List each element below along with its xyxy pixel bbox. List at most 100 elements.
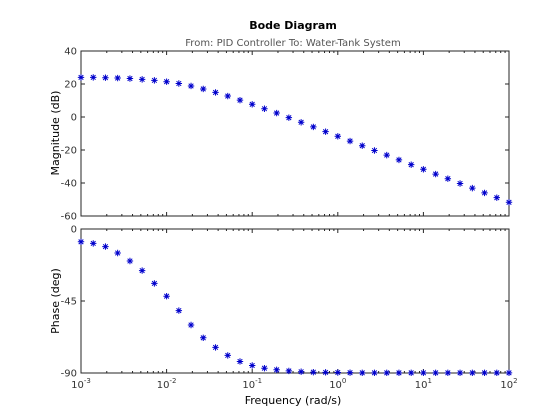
magnitude-data-point (505, 199, 513, 206)
phase-axes-box (80, 228, 510, 374)
phase-data-point (481, 369, 488, 377)
phase-data-point (285, 367, 293, 375)
phase-data-point (200, 334, 207, 341)
phase-data-point (297, 368, 305, 375)
magnitude-data-point (371, 147, 378, 154)
x-tick-label: 10-1 (242, 377, 262, 391)
magnitude-data-point (383, 151, 390, 159)
phase-data-point (334, 369, 341, 376)
magnitude-ytick-label: -60 (61, 212, 77, 223)
phase-data-point (310, 369, 317, 376)
phase-data-point (420, 369, 427, 377)
magnitude-data-point (285, 114, 293, 121)
magnitude-ytick-label: 40 (64, 47, 77, 58)
phase-data-point (102, 243, 109, 250)
magnitude-points (77, 74, 513, 206)
magnitude-data-point (407, 161, 415, 168)
magnitude-data-point (395, 156, 403, 164)
magnitude-ytick-label: -40 (61, 179, 77, 190)
chart-title: Bode Diagram (249, 19, 337, 32)
phase-data-point (163, 293, 170, 300)
x-axis-label: Frequency (rad/s) (245, 394, 342, 407)
magnitude-data-point (200, 85, 207, 93)
phase-data-point (469, 369, 476, 377)
magnitude-data-point (77, 74, 85, 81)
magnitude-data-point (334, 133, 341, 140)
phase-data-point (359, 369, 366, 377)
phase-data-point (224, 352, 231, 359)
magnitude-data-point (151, 77, 158, 84)
phase-data-point (236, 358, 244, 365)
magnitude-data-point (273, 109, 280, 117)
magnitude-data-point (114, 74, 121, 82)
magnitude-ticks: 40 20 0 -20 -40 -60 (61, 47, 510, 223)
magnitude-data-point (456, 180, 464, 187)
magnitude-data-point (297, 119, 305, 126)
x-tick-label: 10-3 (71, 377, 91, 391)
phase-data-point (371, 369, 378, 377)
phase-data-point (493, 369, 500, 377)
phase-data-point (261, 365, 268, 372)
magnitude-data-point (469, 184, 476, 192)
magnitude-data-point (90, 74, 97, 81)
phase-ytick-label: 0 (71, 225, 77, 236)
x-tick-label: 100 (329, 377, 346, 391)
x-tick-label: 102 (500, 377, 517, 391)
phase-data-point (77, 238, 85, 245)
magnitude-data-point (432, 170, 439, 178)
magnitude-ylabel: Magnitude (dB) (49, 91, 62, 176)
magnitude-data-point (322, 128, 329, 135)
magnitude-data-point (481, 189, 488, 197)
magnitude-ytick-label: 20 (64, 80, 77, 91)
magnitude-data-point (224, 92, 231, 100)
phase-data-point (432, 369, 439, 377)
magnitude-data-point (175, 80, 183, 87)
phase-data-point (249, 362, 256, 369)
magnitude-axes-box (80, 50, 510, 217)
magnitude-data-point (236, 96, 244, 104)
phase-data-point (273, 366, 280, 373)
phase-points (77, 238, 513, 377)
magnitude-data-point (261, 105, 268, 112)
magnitude-data-point (346, 137, 354, 145)
phase-data-point (346, 369, 354, 376)
magnitude-data-point (163, 78, 170, 85)
magnitude-data-point (102, 74, 109, 81)
phase-data-point (114, 249, 121, 257)
phase-data-point (407, 369, 415, 377)
x-tick-label: 101 (415, 377, 432, 391)
chart-subtitle: From: PID Controller To: Water-Tank Syst… (185, 38, 400, 49)
magnitude-panel: 40 20 0 -20 -40 -60 Magnitude (dB) (49, 47, 513, 223)
phase-data-point (90, 240, 97, 247)
phase-ylabel: Phase (deg) (49, 268, 62, 334)
magnitude-data-point (126, 75, 134, 82)
magnitude-data-point (359, 142, 366, 149)
phase-data-point (456, 369, 464, 377)
phase-ytick-label: -90 (61, 369, 77, 380)
phase-data-point (395, 369, 403, 377)
phase-data-point (175, 307, 183, 314)
magnitude-data-point (212, 89, 219, 96)
phase-data-point (322, 369, 329, 376)
magnitude-data-point (187, 82, 195, 90)
x-axis-ticks: 10-3 10-2 10-1 100 101 102 (71, 377, 517, 391)
magnitude-data-point (310, 123, 317, 131)
phase-ytick-label: -45 (61, 297, 77, 308)
phase-data-point (505, 369, 513, 377)
phase-data-point (444, 369, 452, 377)
magnitude-ytick-label: -20 (61, 146, 77, 157)
magnitude-data-point (444, 175, 452, 182)
x-tick-label: 10-2 (157, 377, 177, 391)
phase-data-point (138, 267, 146, 274)
phase-data-point (126, 257, 134, 265)
phase-data-point (383, 369, 390, 377)
phase-panel: 0 -45 -90 Phase (deg) (49, 225, 513, 380)
phase-data-point (151, 280, 158, 287)
phase-data-point (187, 321, 195, 329)
magnitude-data-point (138, 76, 146, 83)
magnitude-ytick-label: 0 (71, 113, 77, 124)
phase-data-point (212, 344, 219, 351)
magnitude-data-point (493, 194, 500, 201)
magnitude-data-point (249, 101, 256, 108)
